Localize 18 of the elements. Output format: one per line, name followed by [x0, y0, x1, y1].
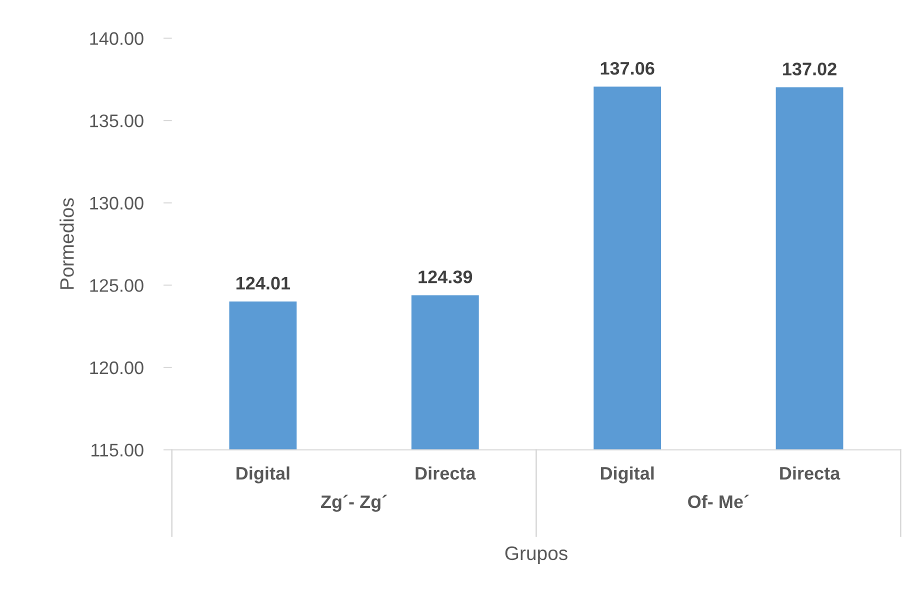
text: Of- Me´	[688, 494, 749, 508]
data-label: 124.39	[418, 270, 472, 284]
x-tick-label: Directa	[416, 466, 476, 480]
text: Zg´- Zg´	[321, 494, 387, 512]
y-tick-label: 135.00	[90, 114, 144, 128]
x-tick-label: Digital	[236, 466, 290, 484]
y-axis-title: Pormedios	[60, 198, 74, 289]
y-tick-label: 130.00	[90, 196, 144, 210]
y-tick-label: 140.00	[90, 32, 144, 45]
data-label: 137.02	[783, 62, 836, 76]
y-tick-label: 125.00	[90, 279, 144, 292]
x-axis-title: Grupos	[505, 546, 568, 564]
x-tick-label: Directa	[780, 466, 840, 480]
data-label: 137.06	[600, 62, 654, 75]
data-label: 124.01	[236, 276, 290, 290]
y-tick-label: 115.00	[92, 444, 144, 457]
x-tick-label: Digital	[600, 466, 654, 484]
y-tick-label: 120.00	[90, 361, 144, 374]
